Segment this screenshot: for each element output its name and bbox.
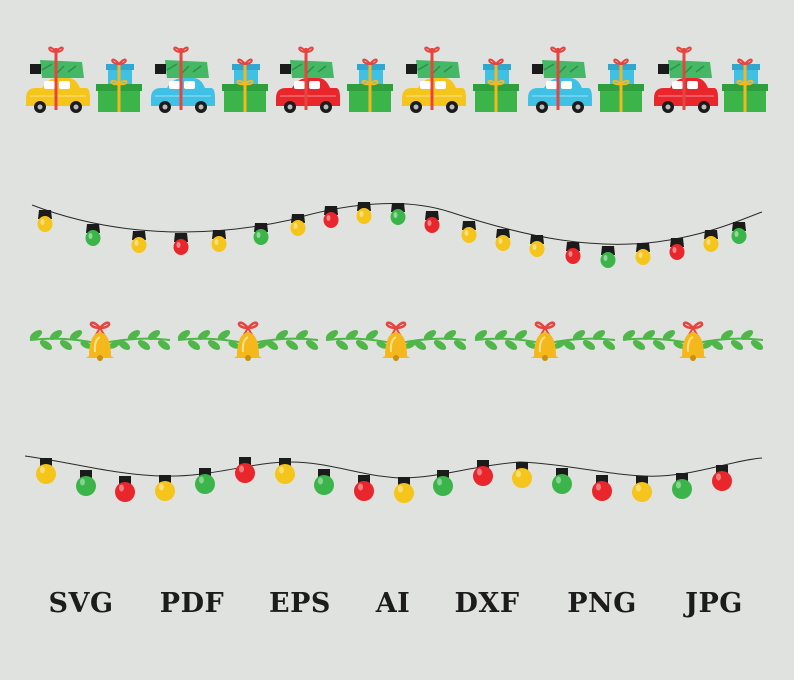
cone-light-bulb	[600, 246, 616, 268]
cars-and-gifts-border	[26, 46, 768, 113]
round-light-bulb	[76, 470, 96, 496]
round-light-bulb	[473, 460, 493, 486]
cone-light-bulb	[85, 224, 101, 246]
cone-light-bulb	[253, 223, 269, 245]
car-with-tree	[151, 46, 215, 113]
round-light-bulb	[195, 468, 215, 494]
round-lights-border	[24, 455, 763, 503]
bell-garland-segment	[177, 321, 319, 361]
cone-light-bulb	[565, 242, 581, 264]
gift-box	[473, 58, 519, 112]
cone-light-bulb	[424, 211, 440, 233]
cone-lights-border	[31, 202, 763, 268]
cone-light-bulb	[323, 206, 339, 228]
round-light-bulb	[552, 468, 572, 494]
round-light-bulb	[275, 458, 295, 484]
car-with-tree	[654, 46, 718, 113]
round-light-bulb	[592, 475, 612, 501]
format-label-dxf: DXF	[454, 588, 520, 619]
cone-light-bulb	[495, 229, 511, 251]
round-light-bulb	[235, 457, 255, 483]
cone-light-bulb	[173, 233, 189, 255]
round-light-bulb	[433, 470, 453, 496]
gift-box	[347, 58, 393, 112]
car-with-tree	[528, 46, 592, 113]
light-wire	[24, 455, 763, 479]
format-label-svg: SVG	[48, 588, 114, 619]
bell-garland-segment	[622, 321, 764, 361]
cone-light-bulb	[290, 214, 306, 236]
cone-light-bulb	[211, 230, 227, 252]
cone-light-bulb	[131, 231, 147, 253]
round-light-bulb	[115, 476, 135, 502]
cone-light-bulb	[669, 238, 685, 260]
round-light-bulb	[36, 458, 56, 484]
bell-garland-segment	[325, 321, 467, 361]
cone-light-bulb	[461, 221, 477, 243]
round-light-bulb	[712, 465, 732, 491]
round-light-bulb	[314, 469, 334, 495]
cone-light-bulb	[390, 203, 406, 225]
round-light-bulb	[354, 475, 374, 501]
format-label-pdf: PDF	[159, 588, 225, 619]
round-light-bulb	[632, 476, 652, 502]
cone-light-bulb	[635, 243, 651, 265]
gift-box	[222, 58, 268, 112]
cone-light-bulb	[37, 210, 53, 232]
round-light-bulb	[672, 473, 692, 499]
car-with-tree	[276, 46, 340, 113]
gift-box	[722, 58, 768, 112]
car-with-tree	[26, 46, 90, 113]
format-label-png: PNG	[567, 588, 637, 619]
cone-light-bulb	[356, 202, 372, 224]
cone-light-bulb	[529, 235, 545, 257]
round-light-bulb	[155, 475, 175, 501]
format-label-ai: AI	[375, 588, 411, 619]
bells-and-leaves-border	[29, 321, 764, 361]
round-light-bulb	[394, 477, 414, 503]
gift-box	[96, 58, 142, 112]
format-label-eps: EPS	[269, 588, 331, 619]
bell-garland-segment	[474, 321, 616, 361]
round-light-bulb	[512, 462, 532, 488]
format-label-jpg: JPG	[685, 588, 743, 619]
file-format-list: SVG PDF EPS AI DXF PNG JPG	[0, 588, 794, 632]
cone-light-bulb	[703, 230, 719, 252]
bell-garland-segment	[29, 321, 171, 361]
cone-light-bulb	[731, 222, 747, 244]
light-wire	[31, 203, 763, 245]
car-with-tree	[402, 46, 466, 113]
gift-box	[598, 58, 644, 112]
